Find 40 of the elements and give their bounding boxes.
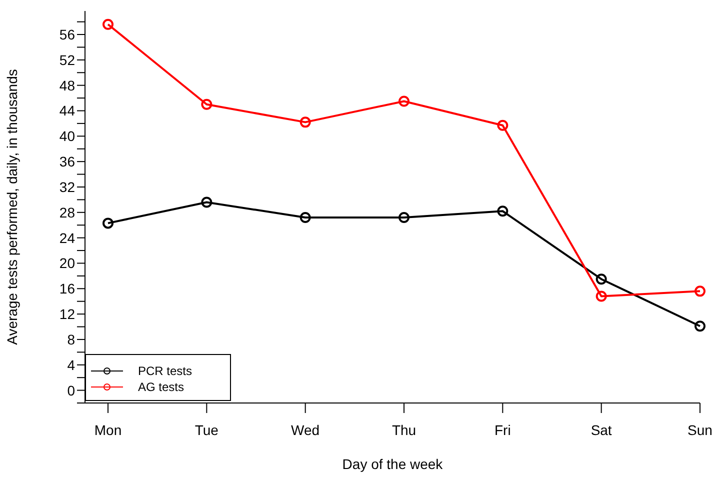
point — [398, 212, 410, 223]
y-tick-label: 0 — [67, 382, 76, 398]
point — [300, 116, 311, 128]
x-tick-label: Mon — [94, 422, 122, 438]
y-tick-label: 28 — [59, 204, 76, 220]
x-tick-label: Thu — [392, 422, 416, 438]
point — [497, 120, 508, 131]
y-tick-label: 44 — [59, 102, 76, 119]
point — [694, 286, 706, 297]
x-tick-label: Wed — [291, 422, 320, 438]
x-axis-title: Day of the week — [342, 456, 444, 472]
legend-label: PCR tests — [138, 364, 192, 378]
point — [497, 206, 508, 217]
x-tick-label: Sun — [688, 422, 712, 438]
point — [398, 96, 410, 107]
y-tick-label: 40 — [59, 128, 76, 144]
point — [102, 218, 114, 229]
y-tick-label: 4 — [67, 356, 76, 373]
y-tick-label: 16 — [59, 280, 76, 297]
y-tick-label: 8 — [67, 331, 76, 348]
y-tick-label: 12 — [59, 306, 76, 322]
legend-label: AG tests — [138, 380, 184, 394]
y-tick-label: 52 — [59, 52, 76, 68]
point — [596, 290, 607, 302]
x-tick-label: Tue — [194, 422, 219, 438]
point — [596, 274, 607, 285]
point — [694, 320, 706, 332]
x-tick-label: Sat — [590, 422, 612, 438]
y-tick-label: 24 — [59, 230, 76, 246]
point — [300, 212, 311, 223]
point — [102, 18, 114, 30]
point — [201, 196, 212, 208]
y-tick-label: 32 — [59, 178, 76, 195]
y-tick-label: 20 — [59, 255, 76, 272]
y-axis-title: Average tests performed, daily, in thousands — [4, 69, 20, 345]
point — [201, 98, 212, 110]
x-tick-label: Fri — [494, 422, 511, 438]
y-tick-label: 36 — [59, 154, 76, 170]
y-tick-label: 48 — [59, 77, 76, 94]
y-tick-label: 56 — [59, 26, 76, 42]
